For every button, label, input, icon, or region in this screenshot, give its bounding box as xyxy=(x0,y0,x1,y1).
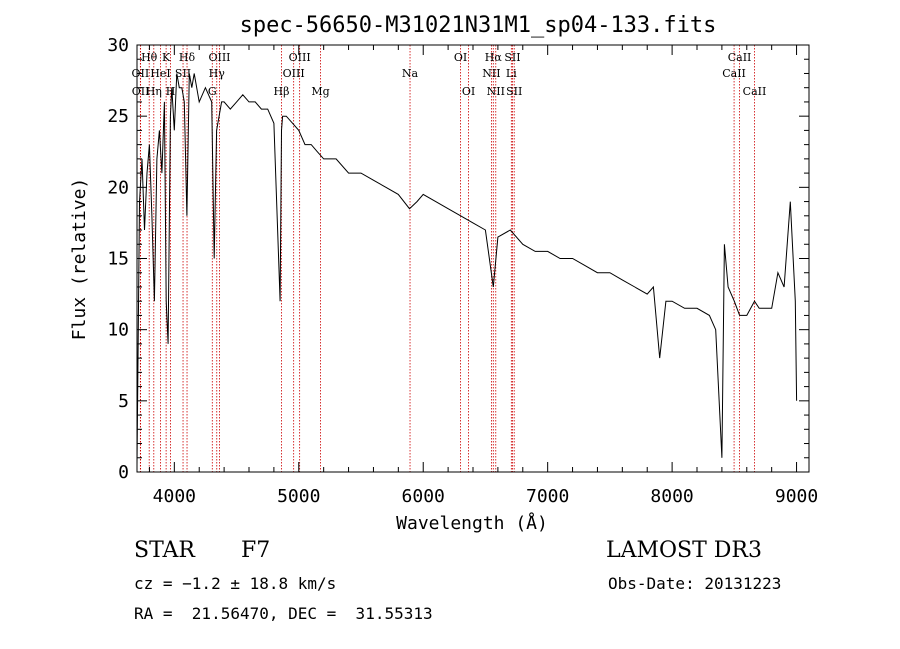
marker-label-9: OIII xyxy=(208,51,230,64)
marker-label-22: SII xyxy=(504,51,520,64)
marker-label-3: K xyxy=(162,51,171,64)
x-tick-label-9000: 9000 xyxy=(775,486,818,507)
y-tick-label-20: 20 xyxy=(107,177,129,198)
marker-label-5: Hη xyxy=(146,85,162,98)
marker-label-18: OI xyxy=(462,85,475,98)
spectral-subclass: F7 xyxy=(241,538,271,563)
sky-coordinates: RA = 21.56470, DEC = 31.55313 xyxy=(134,604,433,623)
marker-label-8: H xyxy=(166,85,176,98)
chart-title: spec-56650-M31021N31M1_sp04-133.fits xyxy=(240,13,717,38)
marker-label-20: NII xyxy=(482,67,500,80)
marker-label-4: HeI xyxy=(150,67,170,80)
y-tick-label-0: 0 xyxy=(118,462,129,483)
y-tick-label-15: 15 xyxy=(107,249,129,270)
marker-label-11: G xyxy=(208,85,217,98)
redshift-velocity: cz = −1.2 ± 18.8 km/s xyxy=(134,574,337,593)
x-tick-label-4000: 4000 xyxy=(153,486,196,507)
marker-label-17: OI xyxy=(454,51,467,64)
marker-label-2: OII xyxy=(132,85,150,98)
marker-label-24: SII xyxy=(506,85,522,98)
marker-label-6: Hδ xyxy=(179,51,196,64)
emission-line-markers xyxy=(139,45,755,472)
marker-label-15: Mg xyxy=(311,85,329,98)
y-axis-label: Flux (relative) xyxy=(69,178,90,341)
marker-label-13: OIII xyxy=(289,51,311,64)
marker-label-10: Hγ xyxy=(209,67,226,80)
marker-label-0: Hθ xyxy=(141,51,158,64)
x-tick-label-8000: 8000 xyxy=(650,486,693,507)
marker-label-12: Hβ xyxy=(274,85,290,98)
y-tick-label-25: 25 xyxy=(107,106,129,127)
y-tick-label-5: 5 xyxy=(118,391,129,412)
y-tick-label-30: 30 xyxy=(107,35,129,56)
object-type: STAR xyxy=(134,538,195,563)
marker-label-25: CaII xyxy=(728,51,752,64)
marker-label-7: SII xyxy=(175,67,191,80)
spectrum-line xyxy=(136,73,798,465)
marker-label-26: CaII xyxy=(722,67,746,80)
observation-date: Obs-Date: 20131223 xyxy=(608,574,782,593)
x-tick-label-6000: 6000 xyxy=(402,486,445,507)
x-tick-label-7000: 7000 xyxy=(526,486,569,507)
x-tick-label-5000: 5000 xyxy=(277,486,320,507)
marker-label-16: Na xyxy=(402,67,419,80)
marker-label-19: Hα xyxy=(485,51,503,64)
marker-label-14: OIII xyxy=(283,67,305,80)
survey-name: LAMOST DR3 xyxy=(606,538,762,563)
y-tick-label-10: 10 xyxy=(107,320,129,341)
x-axis-label: Wavelength (Å) xyxy=(396,512,548,534)
axis-ticks: 4000 5000 6000 7000 8000 9000 0 5 10 15 20 25 30 xyxy=(107,35,818,507)
marker-label-21: NII xyxy=(487,85,505,98)
marker-label-27: CaII xyxy=(743,85,767,98)
plot-frame xyxy=(136,44,810,473)
marker-label-23: Li xyxy=(506,67,517,80)
